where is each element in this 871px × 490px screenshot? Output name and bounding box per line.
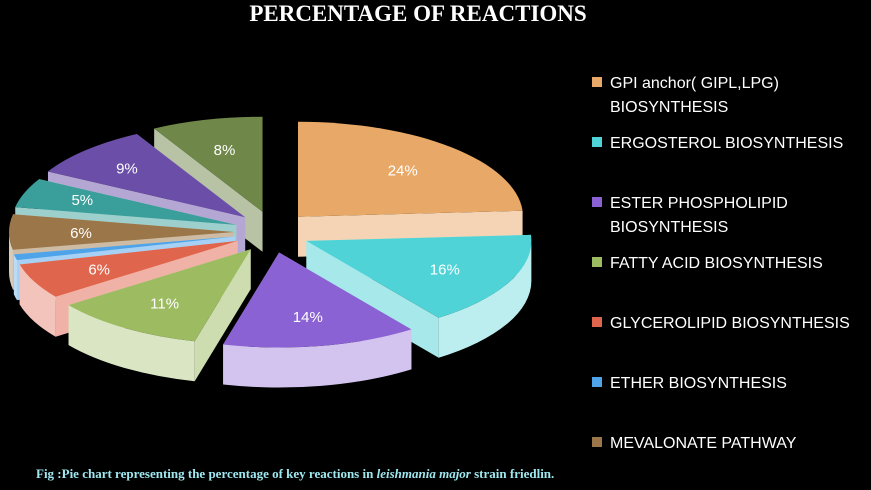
legend-label-line: MEVALONATE PATHWAY	[610, 435, 797, 452]
legend-label-line: BIOSYNTHESIS	[610, 99, 729, 116]
pie-slice-4	[68, 249, 251, 382]
legend-swatch	[592, 437, 602, 447]
slice-value-label: 5%	[71, 192, 93, 209]
legend-label-line: ESTER PHOSPHOLIPID	[610, 195, 788, 212]
legend-label-line: ETHER BIOSYNTHESIS	[610, 375, 787, 392]
legend-label: GLYCEROLIPID BIOSYNTHESIS	[610, 312, 850, 336]
legend-label: MEVALONATE PATHWAY	[610, 432, 796, 456]
chart-title: PERCENTAGE OF REACTIONS	[249, 1, 587, 26]
legend-label-line: FATTY ACID BIOSYNTHESIS	[610, 255, 823, 272]
slice-value-label: 14%	[293, 309, 323, 326]
legend-label-line: ERGOSTEROL BIOSYNTHESIS	[610, 135, 844, 152]
slice-value-label: 8%	[214, 142, 236, 159]
pie-slice-3	[223, 252, 412, 388]
slice-value-label: 9%	[116, 161, 138, 178]
legend-swatch	[592, 377, 602, 387]
legend-label: GPI anchor( GIPL,LPG) BIOSYNTHESIS	[610, 72, 779, 120]
figure-caption: Fig :Pie chart representing the percenta…	[36, 466, 554, 482]
legend-swatch	[592, 77, 602, 87]
caption-prefix: Fig :Pie chart representing the percenta…	[36, 466, 377, 481]
caption-suffix: strain friedlin.	[470, 466, 555, 481]
slice-value-label: 11%	[150, 296, 179, 313]
caption-italic: leishmania major	[376, 466, 471, 481]
slice-value-label: 6%	[70, 225, 92, 242]
legend-label-line: GLYCEROLIPID BIOSYNTHESIS	[610, 315, 850, 332]
legend-label: ERGOSTEROL BIOSYNTHESIS	[610, 132, 843, 156]
slice-value-label: 16%	[430, 261, 460, 278]
legend-label: ETHER BIOSYNTHESIS	[610, 372, 787, 396]
pie-chart: 24%16%14%11%6%1%6%5%9%8%	[9, 116, 532, 388]
legend-swatch	[592, 257, 602, 267]
slice-value-label: 6%	[88, 261, 110, 278]
legend-label: FATTY ACID BIOSYNTHESIS	[610, 252, 823, 276]
slice-value-label: 24%	[388, 163, 418, 180]
legend-label-line: GPI anchor( GIPL,LPG)	[610, 75, 779, 92]
legend-label-line: BIOSYNTHESIS	[610, 219, 729, 236]
legend-swatch	[592, 317, 602, 327]
legend-label: ESTER PHOSPHOLIPID BIOSYNTHESIS	[610, 192, 788, 240]
legend-swatch	[592, 137, 602, 147]
legend-swatch	[592, 197, 602, 207]
